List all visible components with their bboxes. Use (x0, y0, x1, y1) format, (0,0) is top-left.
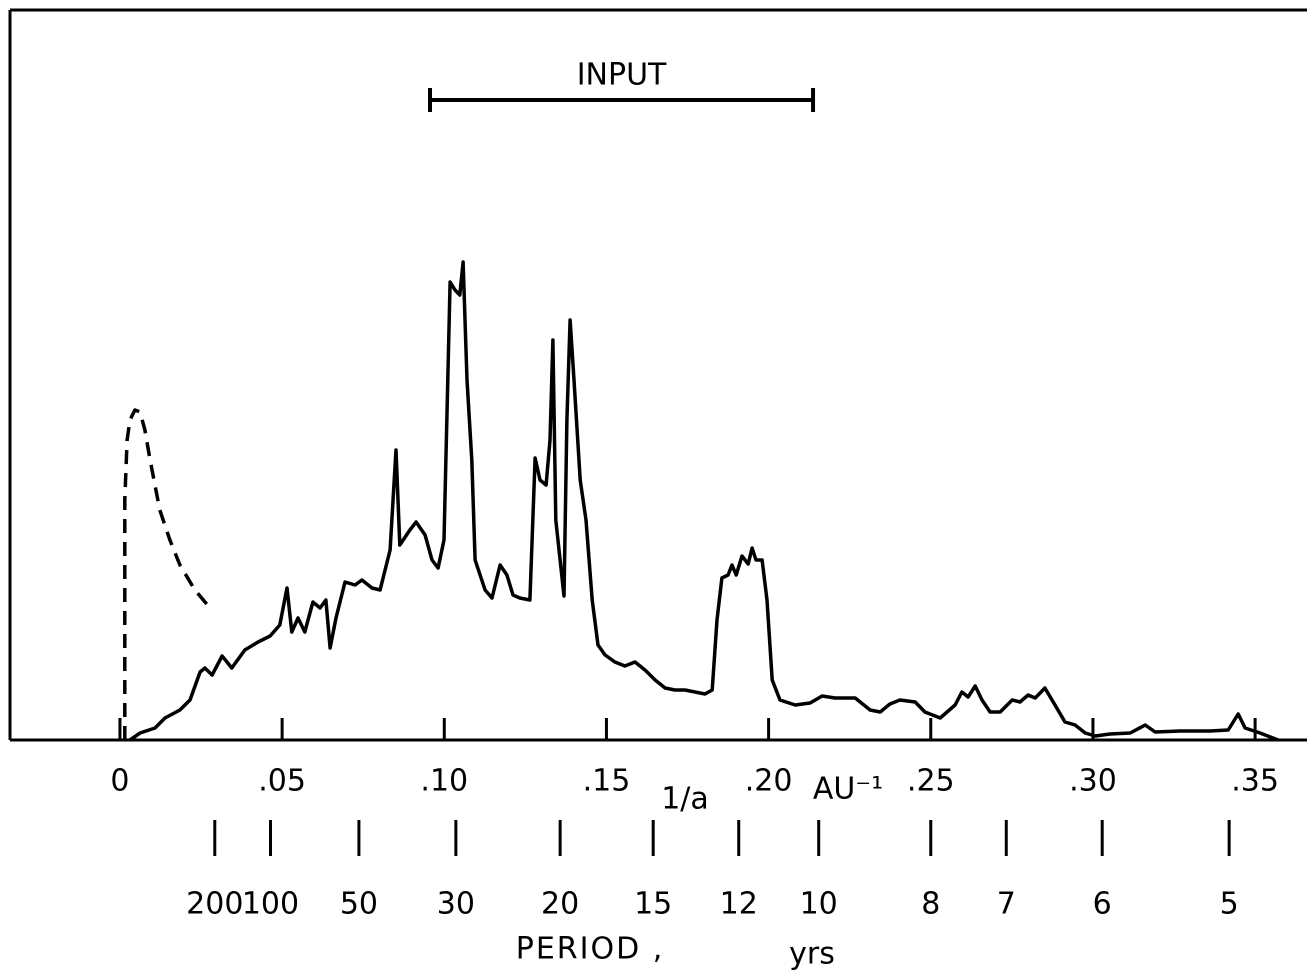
input-label: INPUT (577, 58, 667, 93)
x2-tick-label: 20 (541, 887, 579, 922)
x-label: 1/a (661, 782, 709, 817)
x-label-unit: AU⁻¹ (813, 772, 883, 807)
x2-tick-label: 7 (997, 887, 1016, 922)
x-tick-label: .10 (420, 764, 468, 799)
x-tick-label: .35 (1231, 764, 1279, 799)
x-tick-label: .30 (1069, 764, 1117, 799)
x2-tick-label: 200 (186, 887, 243, 922)
x2-tick-label: 8 (921, 887, 940, 922)
x-tick-label: .15 (583, 764, 631, 799)
x2-tick-label: 30 (437, 887, 475, 922)
x2-tick-label: 10 (800, 887, 838, 922)
x2-label-unit: yrs (789, 937, 835, 972)
x2-label: PERIOD , (516, 932, 665, 967)
x2-tick-label: 50 (340, 887, 378, 922)
x-tick-label: .20 (745, 764, 793, 799)
x2-tick-label: 6 (1093, 887, 1112, 922)
x-tick-label: .05 (258, 764, 306, 799)
x2-tick-label: 15 (634, 887, 672, 922)
x-tick-label: 0 (110, 764, 129, 799)
x2-tick-label: 12 (720, 887, 758, 922)
x2-tick-label: 5 (1220, 887, 1239, 922)
x2-tick-label: 100 (242, 887, 299, 922)
dashed-curve (123, 408, 212, 740)
x-tick-label: .25 (907, 764, 955, 799)
data-line (129, 260, 1279, 742)
